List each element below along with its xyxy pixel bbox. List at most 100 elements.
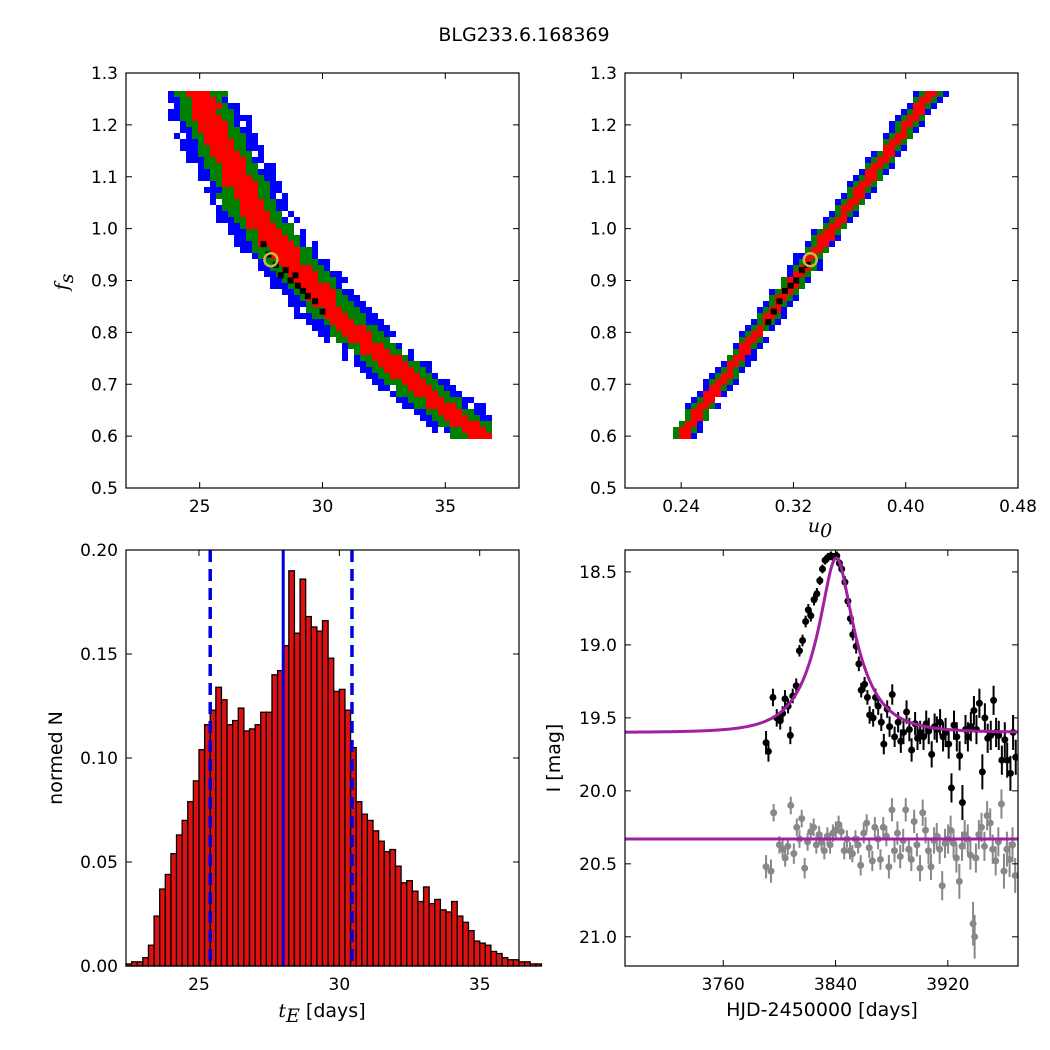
density-cell — [372, 349, 378, 355]
density-cell — [871, 169, 877, 175]
density-cell — [372, 367, 378, 373]
density-cell — [258, 169, 264, 175]
best-fit-marker — [802, 252, 819, 268]
data-point — [990, 696, 998, 704]
density-cell — [889, 163, 895, 169]
density-cell — [889, 127, 895, 133]
density-cell — [420, 415, 426, 421]
x-tick-label: 3760 — [702, 975, 745, 995]
density-cell — [384, 367, 390, 373]
density-cell — [252, 235, 258, 241]
density-cell — [751, 337, 757, 343]
density-cell — [210, 151, 216, 157]
histogram-bar — [512, 959, 520, 967]
density-cell — [324, 301, 330, 307]
density-cell — [222, 97, 228, 103]
density-cell — [222, 103, 228, 109]
density-cell — [354, 295, 360, 301]
density-cell — [474, 403, 480, 409]
density-cell — [312, 289, 318, 295]
density-cell — [216, 139, 222, 145]
density-cell — [234, 223, 240, 229]
density-cell — [342, 355, 348, 361]
density-cell — [354, 301, 360, 307]
density-cell — [222, 175, 228, 181]
density-cell — [216, 133, 222, 139]
density-cell — [198, 151, 204, 157]
density-cell — [252, 157, 258, 163]
density-cell — [745, 325, 751, 331]
density-cell — [871, 175, 877, 181]
data-point — [955, 877, 963, 885]
density-cell — [360, 325, 366, 331]
data-point — [919, 809, 927, 817]
histogram-bar — [136, 961, 144, 967]
density-cell — [258, 259, 264, 265]
density-cell — [841, 223, 847, 229]
density-cell — [913, 109, 919, 115]
panel-tE-fs: 25 30 35 0.5 0.6 0.7 0.8 0.9 1.0 1.1 1.2 1.3 fs — [51, 64, 520, 517]
density-cell — [691, 415, 697, 421]
density-cell — [775, 289, 781, 295]
histogram-bar — [450, 900, 458, 967]
density-cell — [258, 187, 264, 193]
density-cell — [420, 361, 426, 367]
density-cell — [408, 367, 414, 373]
histogram-bar — [495, 952, 503, 967]
density-cell — [444, 403, 450, 409]
density-cell — [210, 109, 216, 115]
histogram-bar — [321, 620, 329, 967]
density-cell — [264, 247, 270, 253]
density-cell — [757, 331, 763, 337]
histogram-bar — [366, 819, 374, 967]
data-point — [762, 863, 770, 871]
density-cell — [246, 139, 252, 145]
density-cell — [258, 199, 264, 205]
density-cell — [222, 151, 228, 157]
data-point — [1003, 756, 1011, 764]
density-cell — [709, 391, 715, 397]
density-cell — [859, 193, 865, 199]
density-cell — [787, 265, 793, 271]
density-cell — [324, 331, 330, 337]
density-cell — [907, 133, 913, 139]
histogram-bar — [428, 902, 436, 967]
density-cell — [703, 391, 709, 397]
density-cell — [348, 313, 354, 319]
density-cell — [877, 169, 883, 175]
density-cell — [204, 115, 210, 121]
density-cell — [799, 277, 805, 283]
data-point — [1006, 769, 1014, 777]
density-cell — [216, 181, 222, 187]
density-cell — [895, 139, 901, 145]
density-cell — [264, 211, 270, 217]
density-cell — [402, 403, 408, 409]
density-cell — [709, 403, 715, 409]
density-cell — [330, 331, 336, 337]
data-point — [956, 752, 964, 760]
histogram-bar — [338, 688, 346, 967]
density-cell — [847, 181, 853, 187]
density-cell — [276, 205, 282, 211]
density-cell — [889, 145, 895, 151]
density-cell — [829, 223, 835, 229]
density-cell — [474, 427, 480, 433]
density-cell — [282, 247, 288, 253]
density-cell — [727, 379, 733, 385]
density-cell — [913, 121, 919, 127]
density-cell — [228, 133, 234, 139]
density-cell — [300, 253, 306, 259]
data-point — [925, 727, 933, 735]
density-cell — [390, 331, 396, 337]
density-cell — [234, 163, 240, 169]
density-cell — [811, 235, 817, 241]
density-cell — [733, 367, 739, 373]
density-cell — [228, 175, 234, 181]
histogram-bar — [130, 961, 138, 967]
density-cell — [781, 277, 787, 283]
density-cell — [372, 331, 378, 337]
density-cell — [258, 145, 264, 151]
histogram-bar — [226, 724, 234, 967]
density-cell — [835, 235, 841, 241]
density-cell — [246, 211, 252, 217]
